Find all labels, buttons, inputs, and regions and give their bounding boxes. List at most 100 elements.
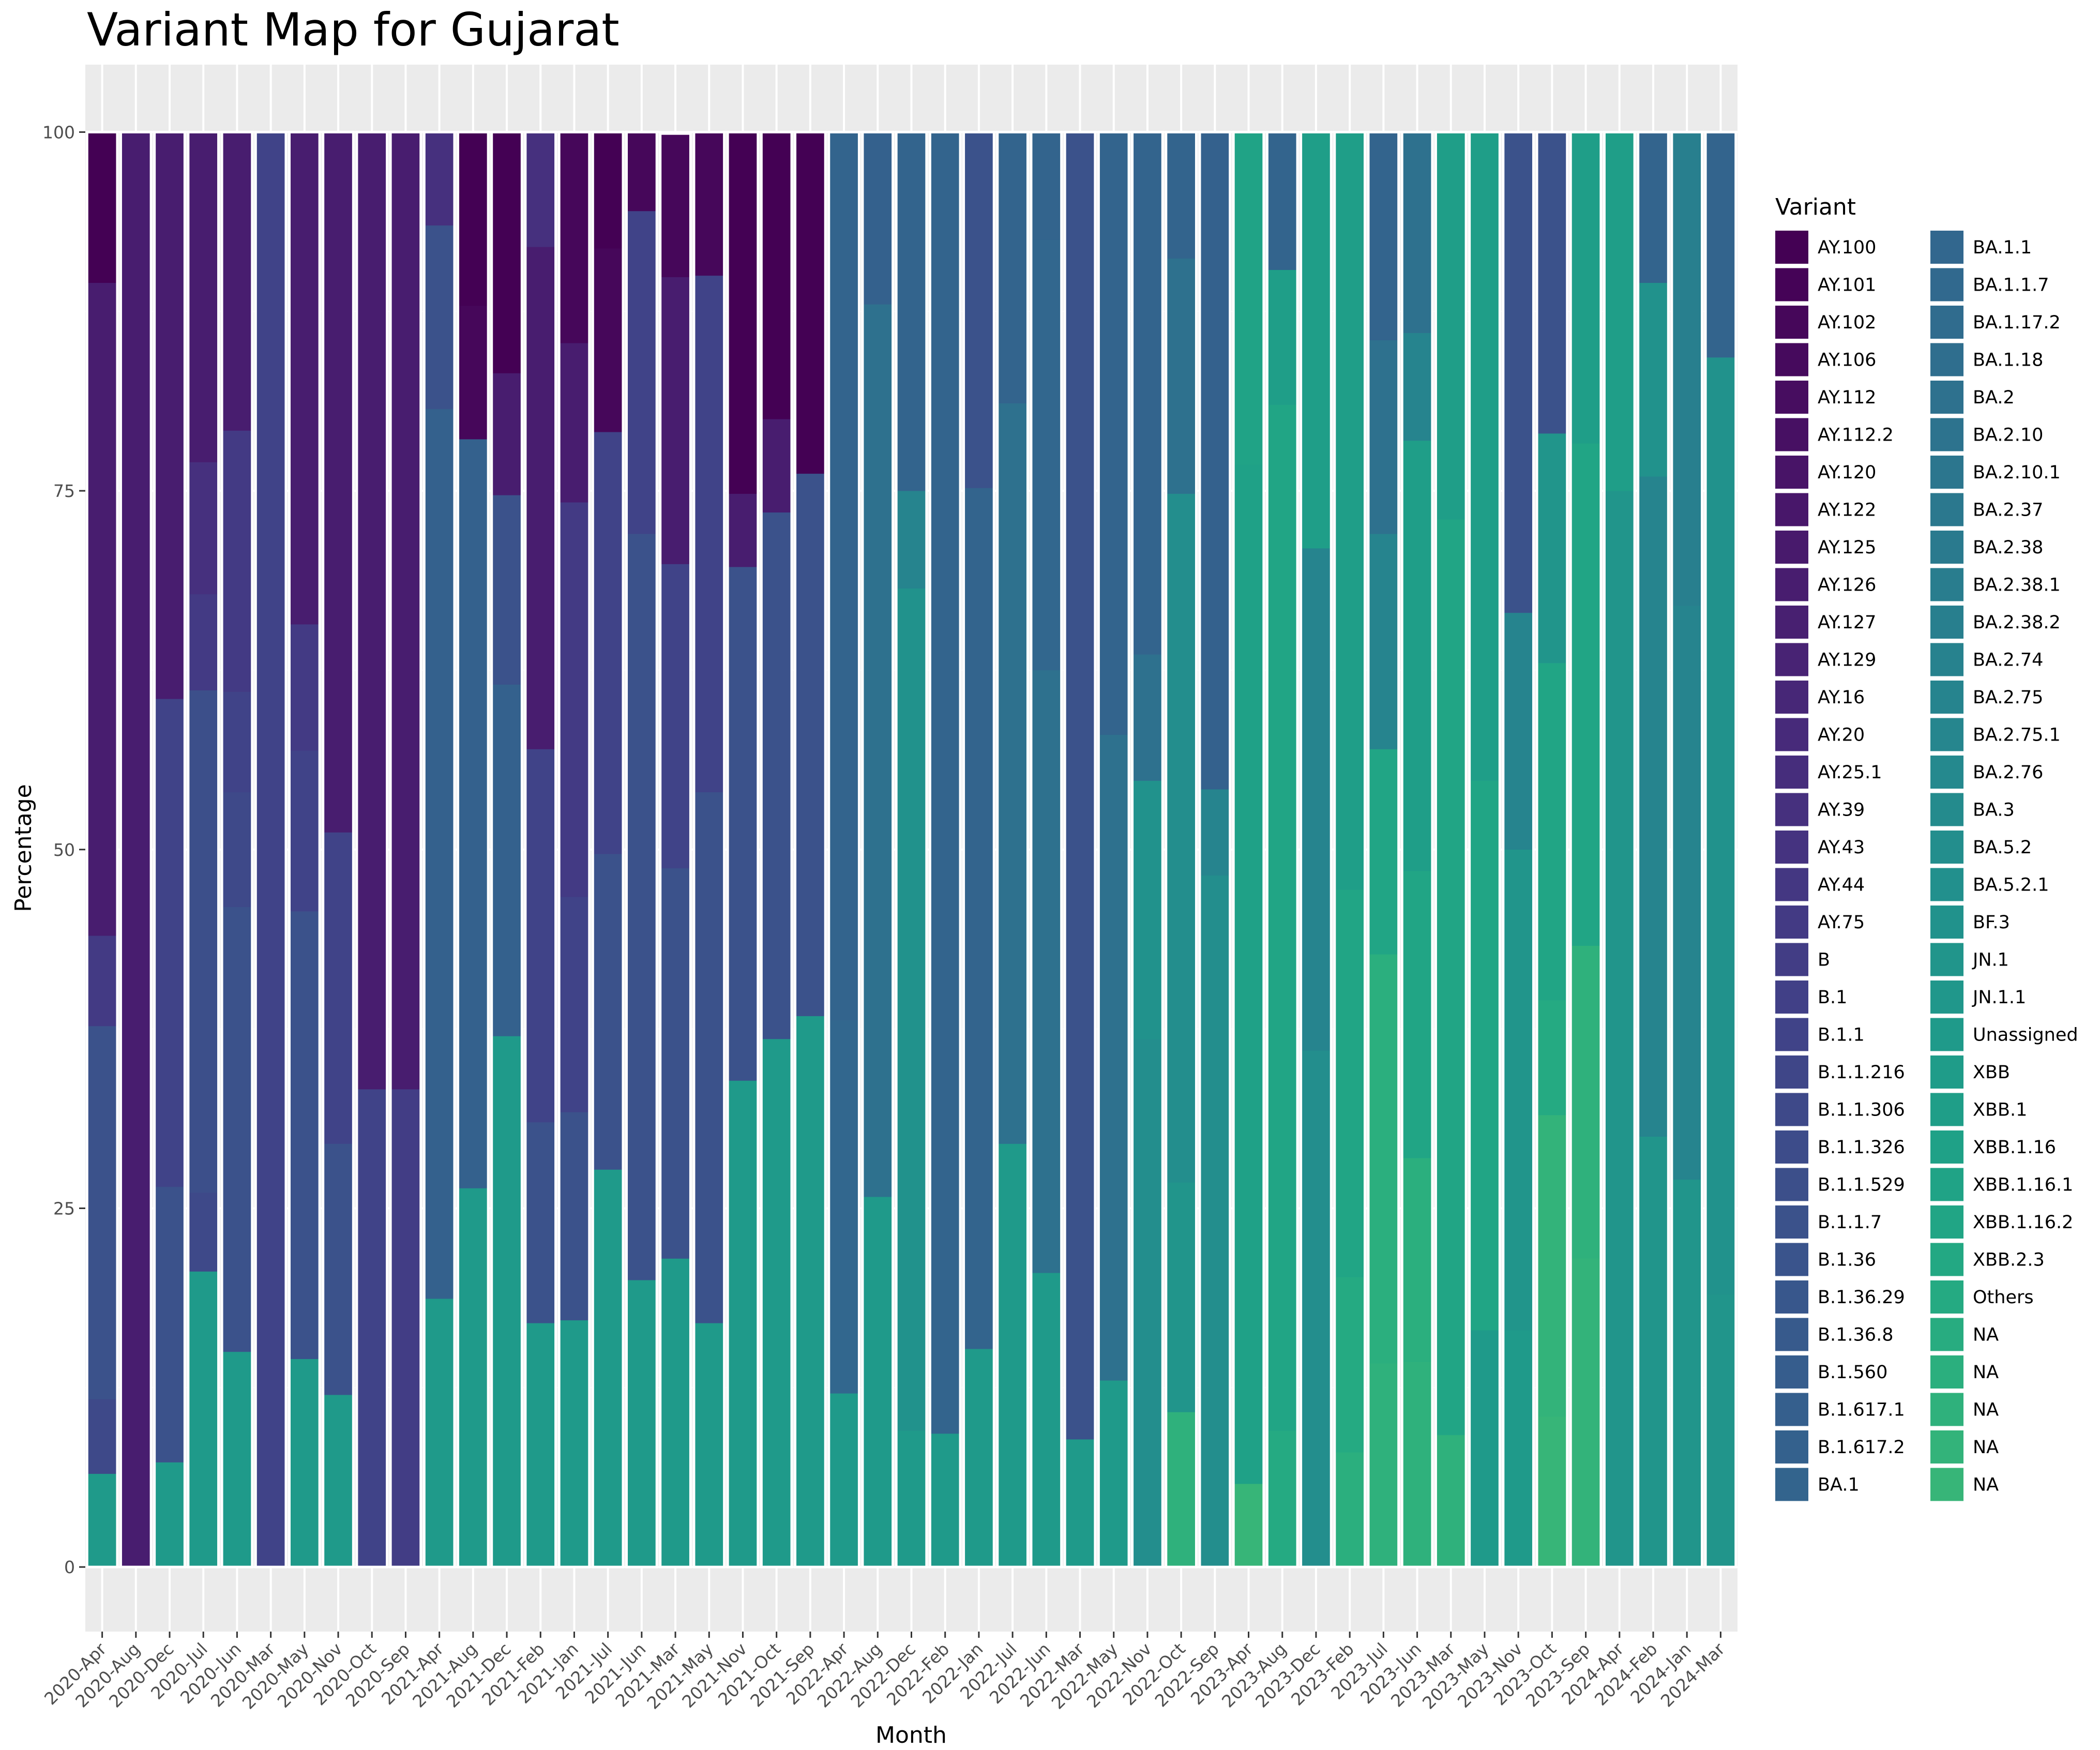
y-tick-label: 0 <box>64 1557 75 1577</box>
bar-outline <box>928 130 962 1568</box>
bar-segment <box>188 462 219 595</box>
legend-key <box>1775 606 1808 639</box>
legend: Variant AY.100 AY.101 AY.102 AY.106 AY.112 AY… <box>1775 194 2078 1501</box>
bars <box>85 130 1738 1568</box>
bar-segment <box>593 432 624 854</box>
legend-key <box>1775 793 1808 826</box>
bar-segment <box>525 247 556 749</box>
legend-key <box>1775 1130 1808 1164</box>
bar-segment <box>761 512 792 1039</box>
bar-outline <box>85 130 119 1568</box>
bar-segment <box>1401 333 1433 441</box>
bar-segment <box>491 132 522 373</box>
bar-segment <box>1401 1362 1433 1567</box>
bar-segment <box>963 488 994 1349</box>
legend-key <box>1930 793 1963 826</box>
legend-label: BA.3 <box>1973 800 2015 821</box>
legend-key <box>1775 1018 1808 1051</box>
bar-segment <box>1368 132 1399 340</box>
legend-key <box>1930 1055 1963 1089</box>
bar-segment <box>154 1462 185 1567</box>
legend-key <box>1775 268 1808 301</box>
bar-segment <box>1301 1050 1332 1567</box>
bar-segment <box>1267 269 1298 405</box>
legend-key <box>1775 493 1808 526</box>
bar-segment <box>1166 132 1197 259</box>
legend-label: BA.2.10 <box>1973 425 2043 446</box>
bar-segment <box>1536 1416 1567 1567</box>
bar-outline <box>1502 130 1535 1568</box>
bar-segment <box>188 594 219 691</box>
legend-key <box>1775 1055 1808 1089</box>
bar-segment <box>1671 132 1702 606</box>
bar-segment <box>1469 780 1500 1331</box>
legend-label: BF.3 <box>1973 912 2010 933</box>
legend-key <box>1930 1093 1963 1126</box>
bar-segment <box>1705 1294 1736 1567</box>
bar-segment <box>862 304 893 1197</box>
bar-outline <box>794 130 827 1568</box>
legend-key <box>1930 906 1963 939</box>
legend-key <box>1930 980 1963 1014</box>
bar-outline <box>422 130 456 1568</box>
legend-label: AY.122 <box>1818 500 1876 521</box>
bar-segment <box>255 132 286 1567</box>
bar-outline <box>591 130 625 1568</box>
bar-segment <box>693 1323 724 1567</box>
bar-outline <box>1333 130 1366 1568</box>
legend-key <box>1775 1468 1808 1501</box>
x-axis: 2020-Apr2020-Aug2020-Dec2020-Jul2020-Jun… <box>40 1632 1729 1713</box>
bar-segment <box>593 853 624 1170</box>
bar-segment <box>1705 132 1736 358</box>
legend-label: NA <box>1973 1400 1999 1421</box>
bar-segment <box>1166 1412 1197 1567</box>
bar-segment <box>323 1394 354 1567</box>
bar-outline <box>1400 130 1434 1568</box>
bar-segment <box>626 132 657 212</box>
legend-key <box>1775 1355 1808 1389</box>
bar-segment <box>1638 282 1669 477</box>
legend-key <box>1775 1393 1808 1426</box>
legend-label: BA.2.38.2 <box>1973 612 2061 633</box>
bar-segment <box>828 132 859 1021</box>
legend-label: B <box>1818 950 1830 971</box>
bar-segment <box>289 624 320 751</box>
legend-key <box>1775 831 1808 864</box>
legend-label: XBB.2.3 <box>1973 1250 2045 1271</box>
legend-key <box>1775 1243 1808 1276</box>
bar-segment <box>660 1258 691 1567</box>
legend-label: BA.2.74 <box>1973 650 2043 671</box>
bar-outline <box>557 130 591 1568</box>
bar-outline <box>119 130 153 1568</box>
bar-segment <box>862 1197 893 1567</box>
legend-label: AY.129 <box>1818 650 1876 671</box>
bar-segment <box>1368 954 1399 1364</box>
bar-segment <box>1401 1158 1433 1362</box>
bar-segment <box>626 210 657 534</box>
bar-outline <box>861 130 895 1568</box>
bar-segment <box>1503 1330 1534 1567</box>
y-tick-label: 75 <box>53 481 75 501</box>
legend-label: BA.2.38 <box>1973 537 2043 558</box>
bar-segment <box>558 1112 590 1321</box>
legend-label: NA <box>1973 1362 1999 1383</box>
bar-segment <box>1401 440 1433 871</box>
legend-label: XBB.1.16.1 <box>1973 1175 2073 1196</box>
legend-label: AY.106 <box>1818 350 1876 371</box>
bar-segment <box>1503 612 1534 850</box>
bar-segment <box>188 132 219 462</box>
bar-segment <box>1098 1380 1129 1567</box>
bar-segment <box>896 588 927 1431</box>
bar-segment <box>828 1020 859 1394</box>
legend-label: BA.2.37 <box>1973 500 2043 521</box>
legend-label: BA.2.76 <box>1973 762 2043 783</box>
legend-label: AY.100 <box>1818 237 1876 258</box>
bar-segment <box>1604 490 1635 1567</box>
legend-label: AY.112 <box>1818 387 1876 408</box>
legend-key <box>1775 643 1808 676</box>
legend-key <box>1775 1430 1808 1464</box>
bar-segment <box>727 493 759 567</box>
legend-label: B.1 <box>1818 987 1847 1008</box>
legend-key <box>1775 906 1808 939</box>
